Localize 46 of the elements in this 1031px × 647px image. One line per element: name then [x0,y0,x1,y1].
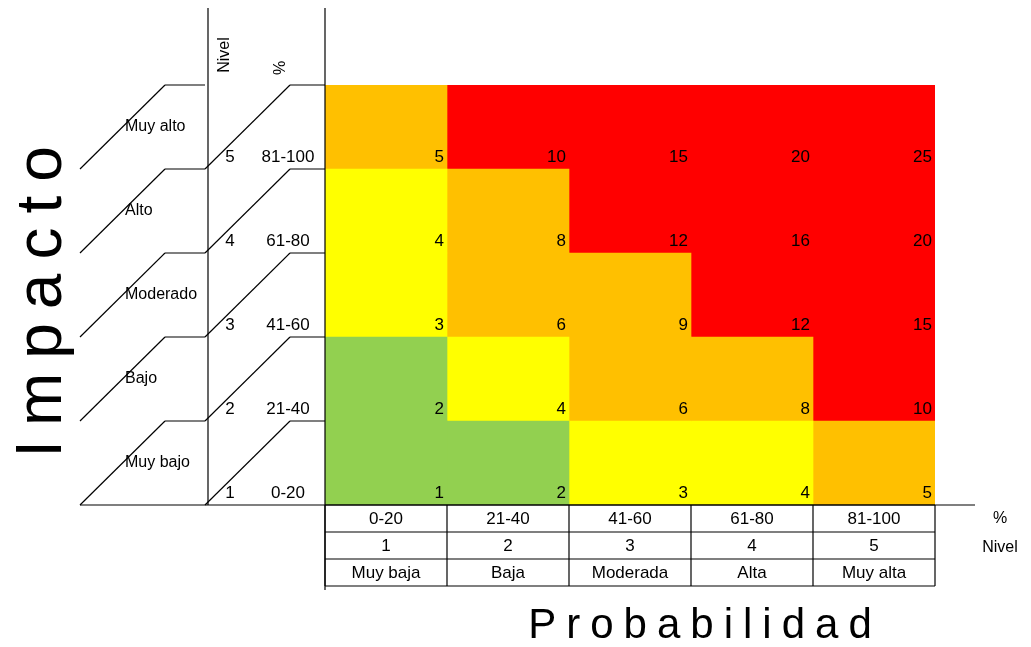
category-label: 1 0-20 [225,483,306,503]
data-label: 16 [791,231,810,251]
x-tick-label: 21-40 2 Baja [486,509,530,583]
category-label: 2 21-40 [225,399,310,419]
data-label: 10 [547,147,566,167]
data-label: 3 [434,315,444,335]
y-tick-label: Bajo [125,369,158,387]
x-tick-label: 0-20 1 Muy baja [351,509,422,583]
data-label: 20 [791,147,810,167]
data-label: 15 [913,315,932,335]
data-label: 5 [434,147,444,167]
data-label: 15 [669,147,688,167]
text: % [271,60,289,76]
category-label: 5 81-100 [225,147,315,167]
y-tick-label: Alto [125,201,153,219]
data-label: 4 [800,483,810,503]
data-label: 6 [556,315,566,335]
data-label: 4 [556,399,566,419]
data-label: 8 [800,399,810,419]
data-label: 2 [556,483,566,503]
data-label: 6 [678,399,688,419]
y-axis-title: Impacto [2,132,75,458]
category-label: 4 61-80 [225,231,310,251]
x-tick-label: 61-80 4 Alta [730,509,774,583]
text: Nivel [215,37,233,73]
data-label: 4 [434,231,444,251]
data-label: 9 [678,315,688,335]
x-tick-label: 81-100 5 Muy alta [841,509,907,583]
data-label: 2 [434,399,444,419]
text: Nivel [982,537,1018,555]
data-label: 20 [913,231,932,251]
data-label: 10 [913,399,932,419]
text: % [992,508,1008,526]
y-tick-label: Muy alto [125,117,186,135]
x-tick-label: 41-60 3 Moderada [591,509,669,583]
data-label: 5 [922,483,932,503]
data-label: 12 [791,315,810,335]
y-tick-label: Muy bajo [125,453,191,471]
category-label: 3 41-60 [225,315,310,335]
x-axis-title: Probabilidad [528,599,882,647]
data-label: 25 [913,147,932,167]
data-label: 8 [556,231,566,251]
data-label: 3 [678,483,688,503]
data-label: 1 [434,483,444,503]
data-label: 12 [669,231,688,251]
y-tick-label: Moderado [125,285,198,303]
